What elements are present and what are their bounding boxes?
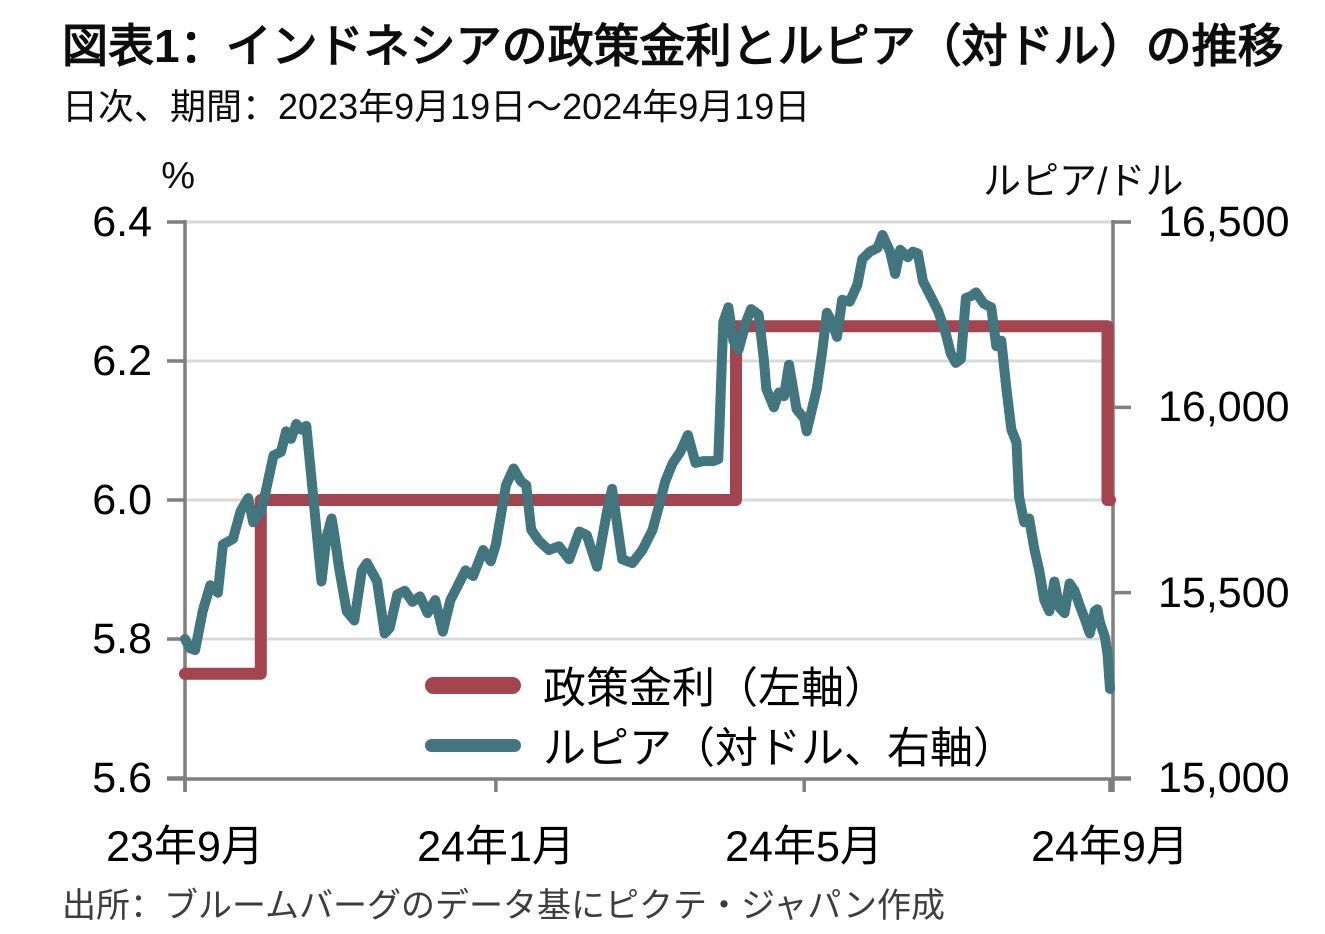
legend-item-rupiah: ルピア（対ドル、右軸） xyxy=(425,715,1016,775)
legend: 政策金利（左軸） ルピア（対ドル、右軸） xyxy=(425,655,1016,775)
page-title: 図表1：インドネシアの政策金利とルピア（対ドル）の推移 xyxy=(62,20,1284,72)
policy-rate-line xyxy=(179,320,1116,680)
source-note: 出所：ブルームバーグのデータ基にピクテ・ジャパン作成 xyxy=(62,887,945,925)
left-axis-unit-label: % xyxy=(161,155,195,197)
right-tick-label: 16,500 xyxy=(1158,198,1290,246)
policy-rate-legend-swatch xyxy=(425,676,521,694)
rupiah-legend-swatch xyxy=(425,738,521,752)
x-tick-label: 24年1月 xyxy=(417,823,575,871)
right-tick-label: 16,000 xyxy=(1158,383,1290,431)
right-axis-unit-label: ルピア/ドル xyxy=(983,161,1184,203)
x-tick-label: 23年9月 xyxy=(106,823,264,871)
rupiah-line xyxy=(180,230,1115,694)
left-tick-label: 6.0 xyxy=(92,476,152,524)
right-tick-label: 15,000 xyxy=(1158,754,1290,802)
left-tick-label: 5.8 xyxy=(92,615,152,663)
legend-label: ルピア（対ドル、右軸） xyxy=(543,725,1016,773)
legend-label: 政策金利（左軸） xyxy=(543,665,887,713)
x-tick-label: 24年5月 xyxy=(725,823,883,871)
page-subtitle: 日次、期間：2023年9月19日～2024年9月19日 xyxy=(62,86,811,127)
left-tick-label: 6.4 xyxy=(92,198,152,246)
legend-item-policy-rate: 政策金利（左軸） xyxy=(425,655,1016,715)
left-tick-label: 5.6 xyxy=(92,754,152,802)
x-tick-label: 24年9月 xyxy=(1031,823,1189,871)
left-tick-label: 6.2 xyxy=(92,337,152,385)
right-tick-label: 15,500 xyxy=(1158,569,1290,617)
